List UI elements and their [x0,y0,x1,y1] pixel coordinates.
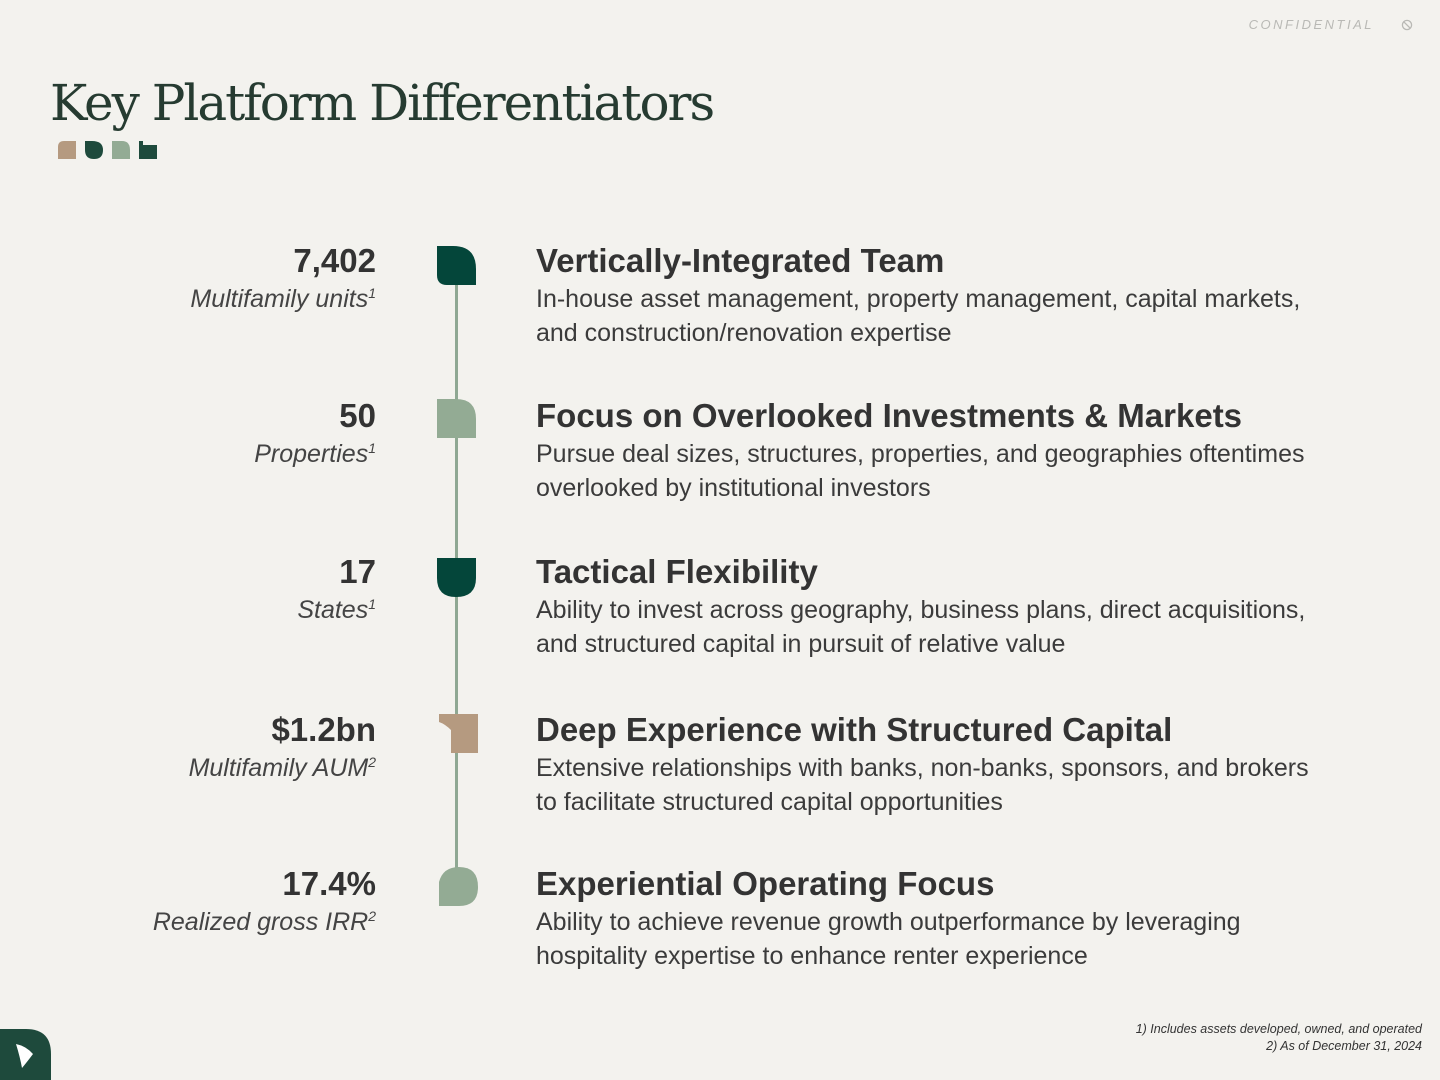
differentiator-title: Vertically-Integrated Team [536,242,945,279]
differentiator-text: Extensive relationships with banks, non-… [536,754,1309,816]
stat-value: 17 [339,553,376,590]
differentiator-row: 50 Properties1 Focus on Overlooked Inves… [0,399,1440,529]
stat-value: 50 [339,397,376,434]
leaf-sage-icon [439,867,478,906]
stat-label-text: States [297,596,369,624]
stat-label-text: Properties [254,440,369,468]
brand-logo-icon [0,1029,51,1080]
differentiator-title: Deep Experience with Structured Capital [536,711,1173,748]
decorative-shapes-icon [58,141,157,159]
description-block: Vertically-Integrated Team In-house asse… [536,244,1316,350]
differentiator-row: 17.4% Realized gross IRR2 Experiential O… [0,867,1440,997]
stat-label: Realized gross IRR2 [153,905,376,939]
differentiator-text: Pursue deal sizes, structures, propertie… [536,440,1305,502]
footnotes: 1) Includes assets developed, owned, and… [1136,1021,1422,1055]
differentiator-text: Ability to invest across geography, busi… [536,596,1306,658]
footnote-1: 1) Includes assets developed, owned, and… [1135,1022,1422,1036]
notch-tan-icon [439,714,478,753]
stat-block: 7,402 Multifamily units1 [190,244,376,316]
description-block: Focus on Overlooked Investments & Market… [536,399,1316,505]
confidential-label: CONFIDENTIAL [1248,17,1374,32]
differentiator-title: Tactical Flexibility [536,553,818,590]
differentiator-title: Focus on Overlooked Investments & Market… [536,397,1243,434]
stat-block: 17 States1 [297,555,376,627]
stat-block: $1.2bn Multifamily AUM2 [189,713,376,785]
footnote-ref: 1 [368,285,376,301]
differentiator-text: In-house asset management, property mana… [536,285,1301,347]
differentiator-row: 17 States1 Tactical Flexibility Ability … [0,555,1440,685]
stat-value: 7,402 [293,242,376,279]
description-block: Deep Experience with Structured Capital … [536,713,1316,819]
footnote-ref: 1 [368,596,376,612]
description-block: Tactical Flexibility Ability to invest a… [536,555,1316,661]
differentiator-title: Experiential Operating Focus [536,865,995,902]
leaf-dark-green-icon [437,246,476,285]
description-block: Experiential Operating Focus Ability to … [536,867,1316,973]
arch-sage-icon [437,399,476,438]
stat-label: Multifamily units1 [190,282,376,316]
stat-block: 17.4% Realized gross IRR2 [153,867,376,939]
footnote-ref: 1 [368,440,376,456]
page-title: Key Platform Differentiators [50,74,715,132]
no-entry-icon [1401,19,1413,31]
stat-value: 17.4% [282,865,376,902]
stat-value: $1.2bn [271,711,376,748]
stat-label-text: Multifamily AUM [188,754,369,782]
stat-label: Multifamily AUM2 [189,751,376,785]
stat-label: States1 [297,593,376,627]
stat-label: Properties1 [254,437,376,471]
stat-label-text: Multifamily units [190,285,369,313]
footnote-ref: 2 [368,754,376,770]
stat-block: 50 Properties1 [254,399,376,471]
differentiator-row: 7,402 Multifamily units1 Vertically-Inte… [0,244,1440,374]
footnote-2: 2) As of December 31, 2024 [1266,1039,1422,1053]
footnote-ref: 2 [368,908,376,924]
differentiator-row: $1.2bn Multifamily AUM2 Deep Experience … [0,713,1440,843]
shield-dark-green-icon [437,558,476,597]
stat-label-text: Realized gross IRR [152,908,369,936]
differentiator-text: Ability to achieve revenue growth outper… [536,908,1241,970]
